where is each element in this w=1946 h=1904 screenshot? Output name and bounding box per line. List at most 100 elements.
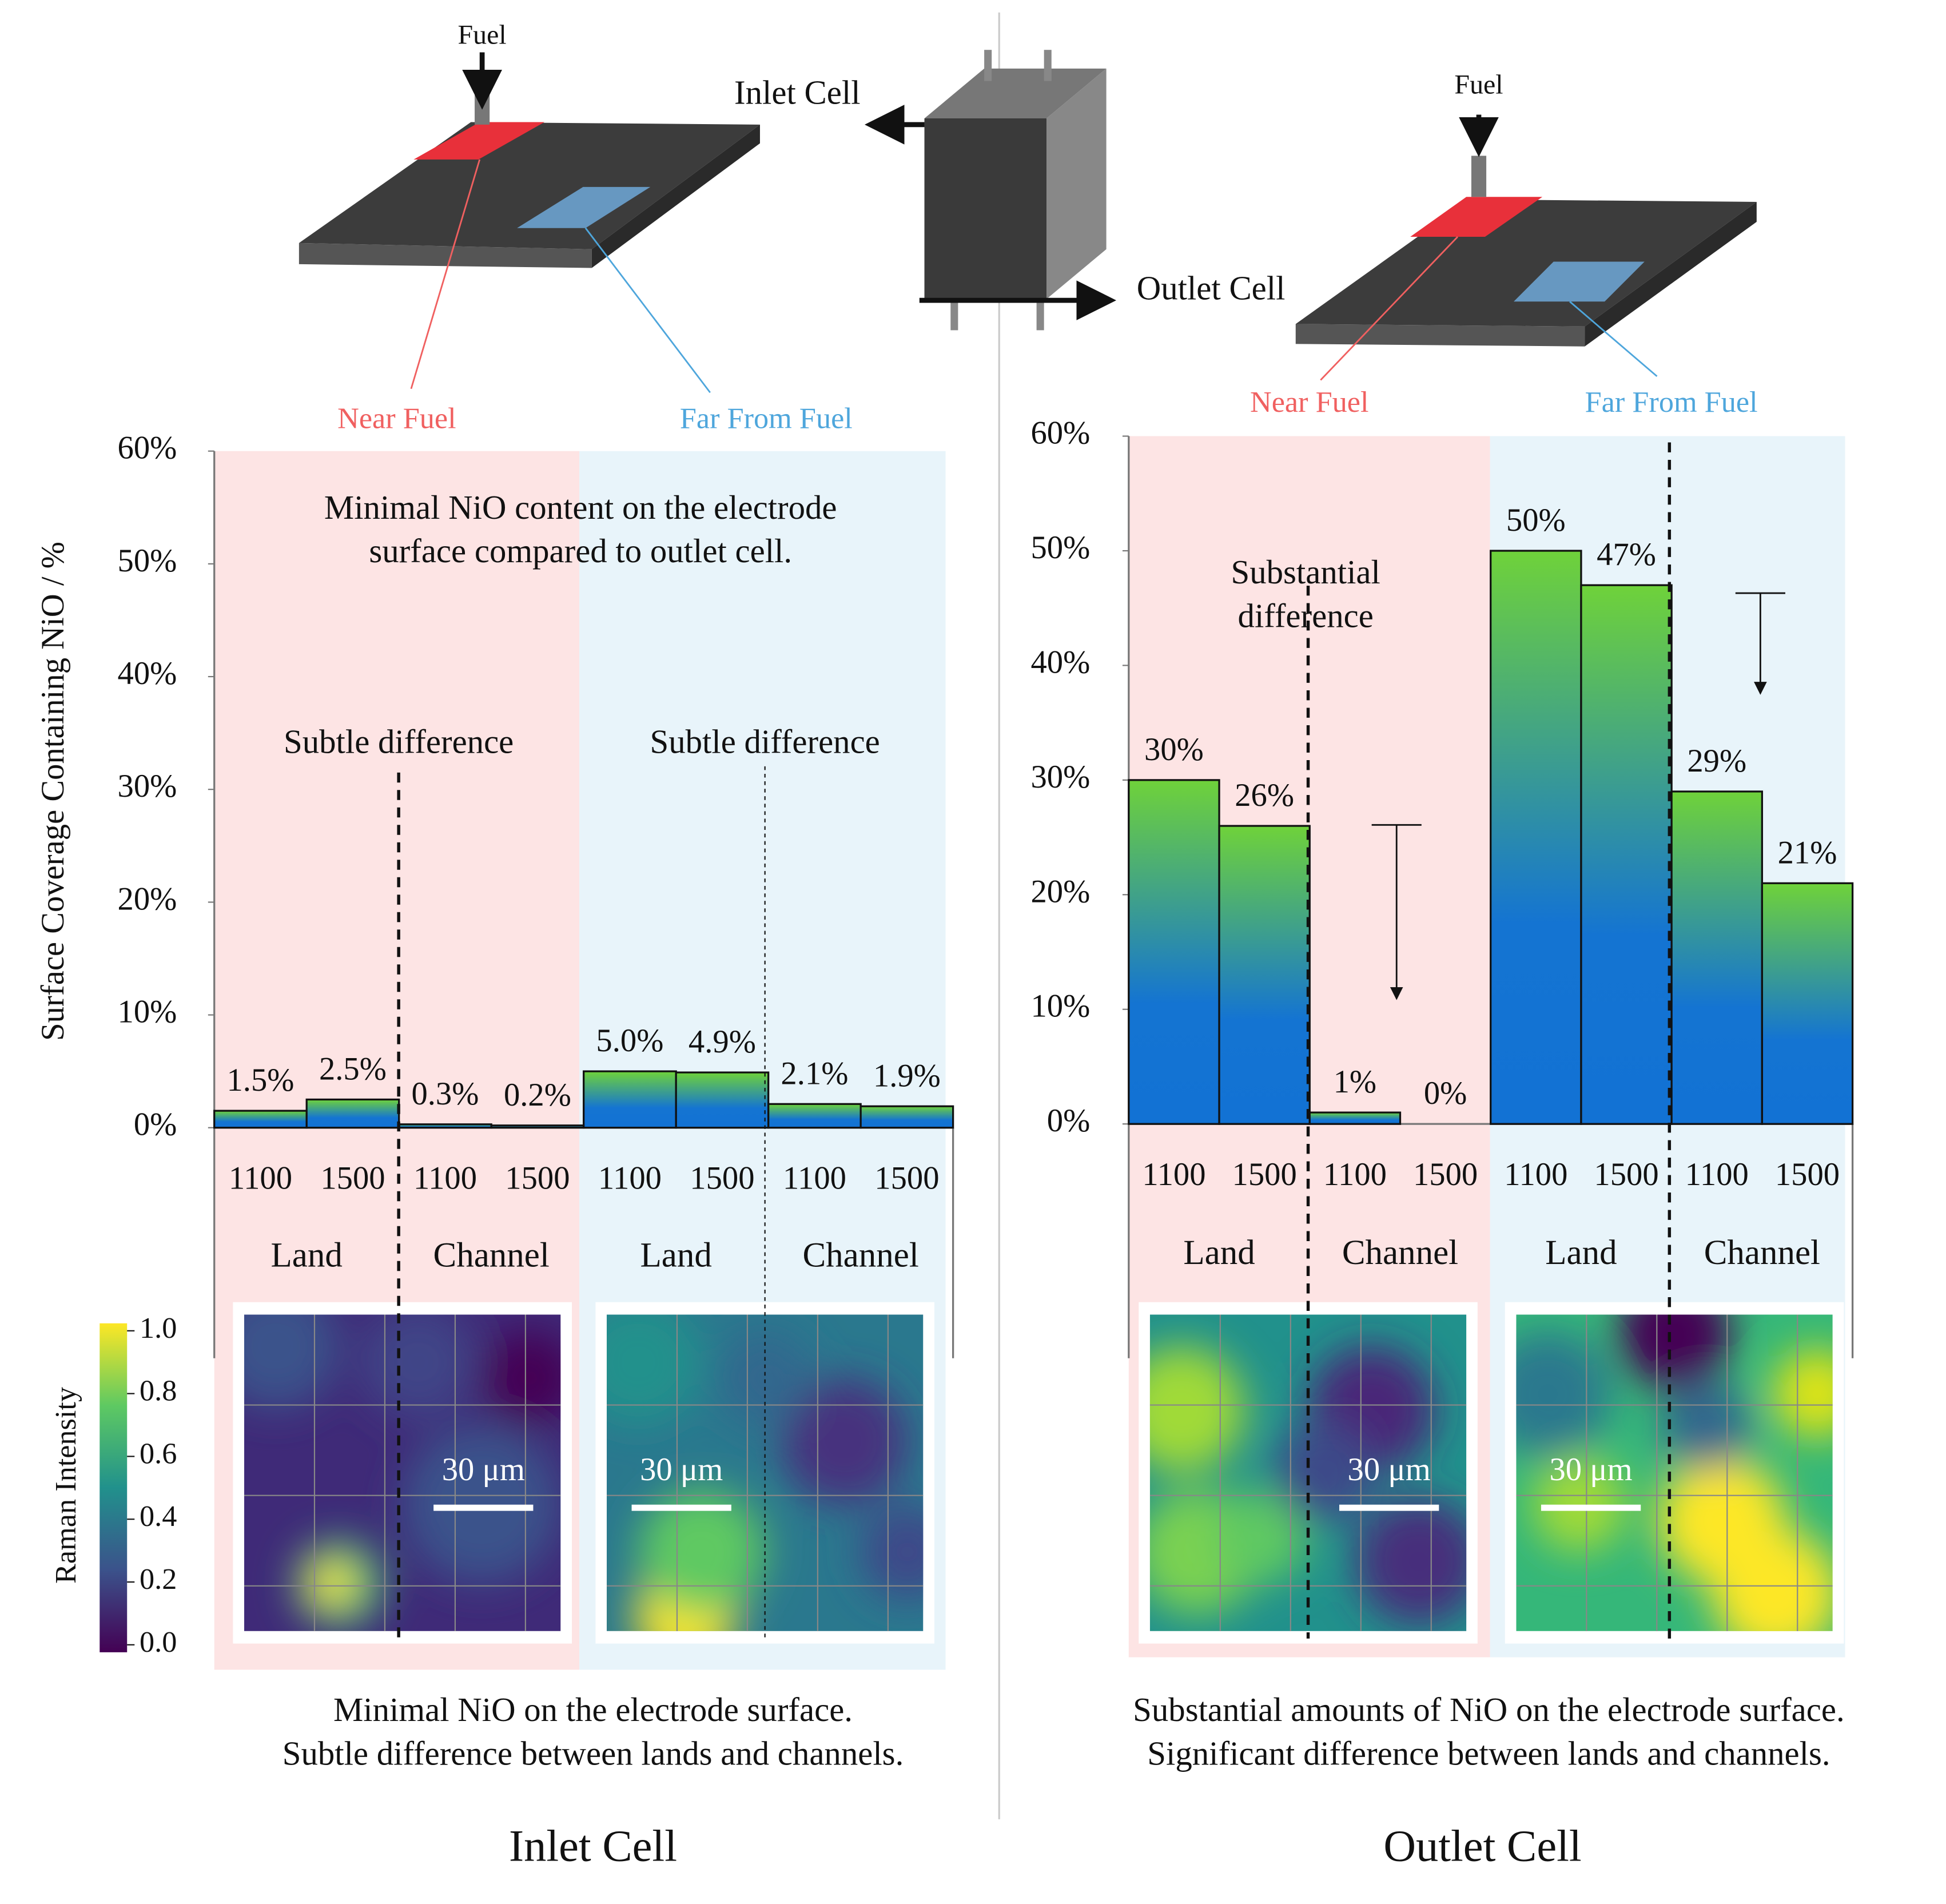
leader	[1320, 236, 1459, 381]
x-tick-label: 1100	[229, 1160, 292, 1196]
y-tick-label: 60%	[118, 431, 177, 466]
stack-side	[1046, 68, 1107, 299]
value-label: 47%	[1597, 537, 1656, 573]
y-tick-label: 10%	[1030, 989, 1090, 1024]
y-tick-label: 30%	[118, 769, 177, 804]
x-tick-label: 1100	[598, 1160, 662, 1196]
annotation: Substantial	[1231, 554, 1380, 591]
bar	[490, 1124, 585, 1129]
bar	[767, 1103, 862, 1129]
value-label: 1.5%	[226, 1063, 294, 1098]
value-label: 26%	[1235, 778, 1294, 813]
group-label: Land	[271, 1236, 343, 1274]
bar	[1308, 1111, 1402, 1125]
region-label: Near Fuel	[337, 402, 456, 435]
colorbar-tick-label: 0.8	[140, 1374, 177, 1408]
heatmap-blob	[1273, 1422, 1375, 1524]
heatmap-blob	[402, 1425, 561, 1584]
bar	[1218, 825, 1311, 1125]
stack-pipe	[950, 299, 958, 331]
x-tick-label: 1100	[413, 1160, 477, 1196]
value-label: 1%	[1334, 1064, 1376, 1100]
scale-bar-label: 30 μm	[640, 1452, 723, 1488]
far-fuel-patch	[1514, 261, 1645, 302]
colorbar-tick-label: 1.0	[140, 1311, 177, 1345]
fuel-pipe	[1471, 156, 1487, 197]
x-tick-label: 1500	[1232, 1157, 1297, 1193]
bar	[1490, 550, 1582, 1125]
x-tick-label: 1500	[874, 1160, 939, 1196]
bar	[398, 1123, 492, 1129]
y-tick-label: 20%	[1030, 874, 1090, 909]
x-tick-label: 1500	[690, 1160, 754, 1196]
stack-front	[924, 118, 1047, 299]
plate-side	[1295, 324, 1585, 347]
heatmap-blob	[1661, 1381, 1750, 1470]
heatmap-blob	[638, 1488, 765, 1616]
scale-bar-label: 30 μm	[1348, 1452, 1431, 1488]
region-label: Far From Fuel	[680, 402, 853, 435]
value-label: 21%	[1778, 835, 1837, 870]
stack-pipe	[1036, 299, 1044, 331]
heatmap-blob	[781, 1378, 908, 1505]
group-label: Land	[1545, 1234, 1617, 1272]
heatmap-blobs	[1516, 1314, 1833, 1631]
near-fuel-patch	[413, 122, 545, 160]
heatmap-blob	[244, 1314, 339, 1410]
heatmap-blob	[1772, 1349, 1833, 1438]
plate-side	[299, 243, 592, 268]
colorbar-tick-label: 0.6	[140, 1437, 177, 1470]
value-label: 1.9%	[873, 1058, 941, 1094]
y-tick-label: 0%	[134, 1107, 177, 1143]
plate-side	[1585, 201, 1757, 347]
heatmap-blob	[717, 1330, 813, 1426]
fuel-label: Fuel	[1454, 70, 1503, 100]
chart-title: Inlet Cell	[509, 1820, 677, 1870]
bar	[675, 1071, 770, 1129]
scale-bar-label: 30 μm	[1550, 1452, 1633, 1488]
colorbar-tick-label: 0.4	[140, 1500, 177, 1533]
x-tick-label: 1100	[1323, 1157, 1387, 1193]
x-tick-label: 1500	[1413, 1157, 1478, 1193]
bar	[1580, 584, 1673, 1125]
y-axis-label: Surface Coverage Containing NiO / %	[35, 542, 71, 1041]
x-tick-label: 1500	[1775, 1157, 1840, 1193]
x-tick-label: 1100	[1142, 1157, 1205, 1193]
leader	[410, 159, 481, 389]
heatmap	[1516, 1314, 1833, 1631]
value-label: 4.9%	[689, 1024, 756, 1060]
heatmap-blob	[1149, 1346, 1245, 1473]
bar	[1128, 779, 1220, 1125]
y-tick-label: 30%	[1030, 760, 1090, 795]
heatmap-blobs	[244, 1314, 561, 1628]
stack-pipe	[984, 50, 992, 81]
diagram: Fuel Fuel Inlet Cell Outlet Cell	[299, 19, 1757, 393]
annotation: Subtle difference	[650, 723, 880, 760]
value-label: 2.1%	[781, 1056, 848, 1091]
region-label: Far From Fuel	[1585, 385, 1758, 419]
heatmap-blobs	[1149, 1346, 1467, 1625]
x-tick-label: 1100	[1504, 1157, 1567, 1193]
caption: Significant difference between lands and…	[1147, 1735, 1830, 1772]
y-tick-label: 0%	[1047, 1103, 1090, 1139]
heatmap-blob	[606, 1314, 702, 1426]
heatmap	[244, 1314, 561, 1631]
y-tick-label: 20%	[118, 881, 177, 917]
value-label: 2.5%	[319, 1051, 387, 1087]
heatmap-blobs	[606, 1314, 924, 1631]
caption: Minimal NiO on the electrode surface.	[333, 1691, 853, 1728]
group-label: Channel	[433, 1236, 550, 1274]
annotation: Minimal NiO content on the electrode	[324, 489, 837, 526]
value-label: 0.2%	[504, 1078, 571, 1113]
heatmap-blob	[1213, 1488, 1308, 1584]
bar	[1761, 882, 1854, 1125]
heatmap	[1149, 1314, 1467, 1631]
heatmap-blob	[361, 1314, 475, 1420]
near-fuel-patch	[1410, 197, 1543, 237]
bar	[213, 1110, 308, 1129]
x-tick-label: 1500	[505, 1160, 570, 1196]
value-label: 29%	[1687, 744, 1746, 779]
y-tick-label: 10%	[118, 995, 177, 1030]
heatmap-blob	[481, 1330, 561, 1426]
